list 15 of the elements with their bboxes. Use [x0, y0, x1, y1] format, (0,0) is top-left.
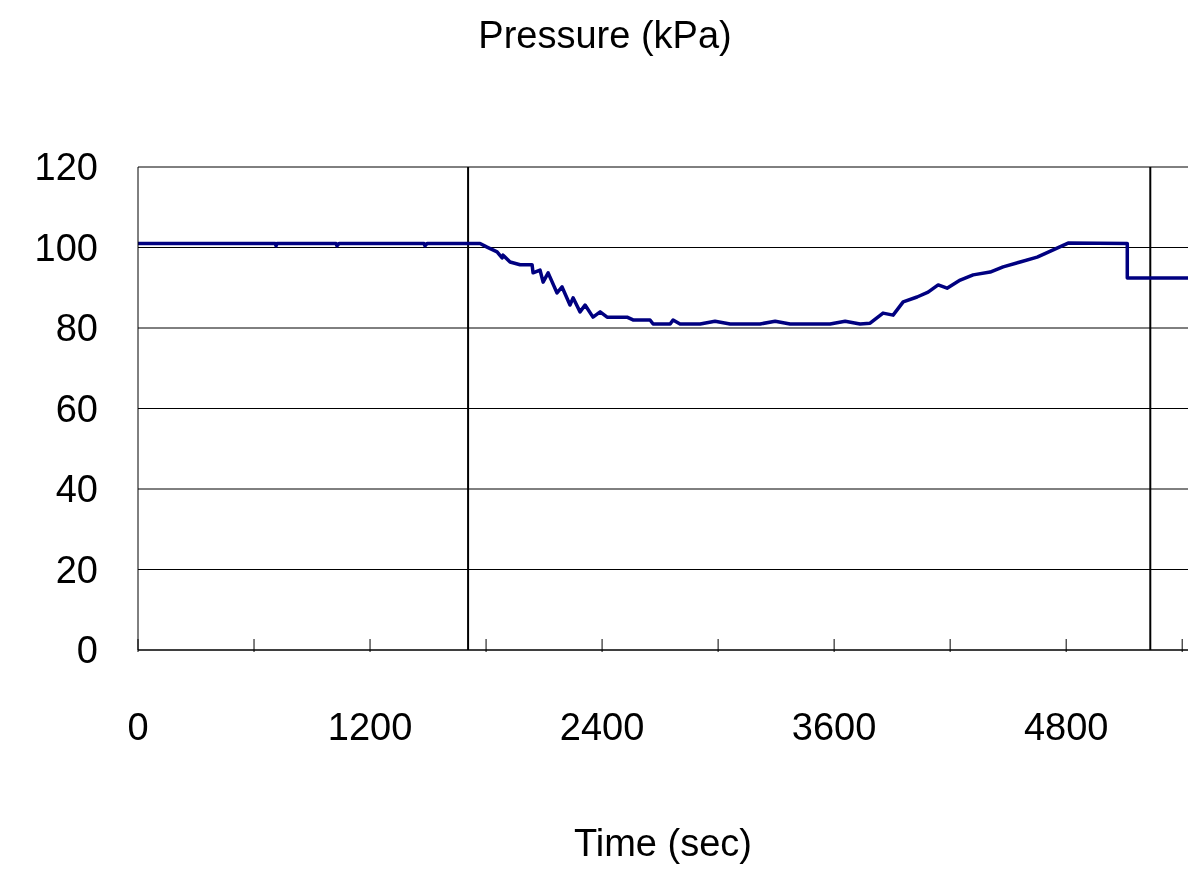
y-tick-label: 80	[55, 307, 98, 349]
y-tick-label: 20	[55, 548, 98, 591]
y-tick-label: 40	[55, 468, 98, 510]
chart-title: Pressure (kPa)	[477, 14, 733, 57]
y-tick-label: 60	[55, 387, 98, 430]
x-tick-label: 1200	[327, 706, 413, 748]
x-axis-title: Time (sec)	[572, 822, 753, 865]
y-tick-label: 100	[34, 226, 98, 269]
x-tick-label: 4800	[1023, 706, 1109, 748]
y-tick-label: 120	[34, 146, 98, 188]
x-tick-label: 3600	[791, 706, 877, 748]
x-tick-label: 2400	[559, 706, 645, 748]
x-tick-label: 0	[127, 706, 149, 748]
y-tick-label: 0	[76, 629, 98, 671]
line-series	[138, 241, 1188, 326]
